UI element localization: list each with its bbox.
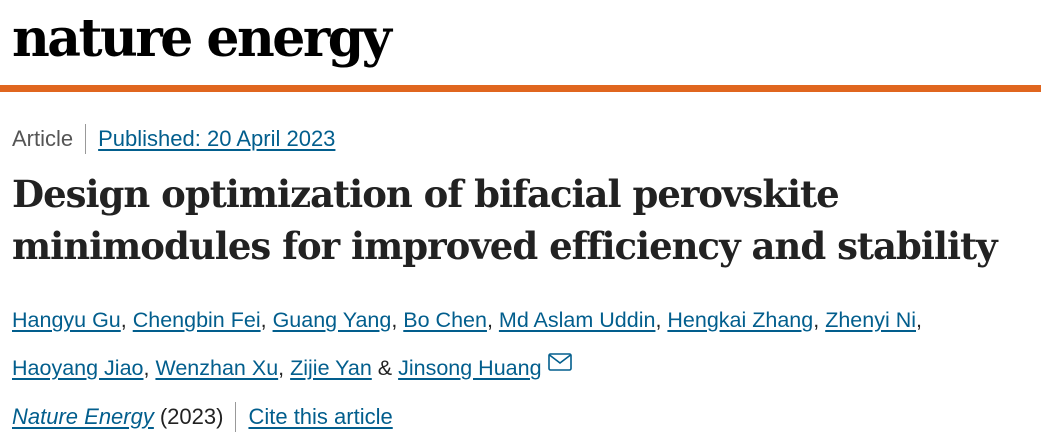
author-separator: , xyxy=(391,308,404,332)
author-row-2: Haoyang Jiao, Wenzhan Xu, Zijie Yan & Ji… xyxy=(12,344,1037,392)
publication-year: (2023) xyxy=(159,404,224,429)
author-link[interactable]: Hangyu Gu xyxy=(12,308,121,332)
article-title: Design optimization of bifacial perovski… xyxy=(12,172,998,268)
author-separator: , xyxy=(143,356,156,380)
author-row-1: Hangyu Gu, Chengbin Fei, Guang Yang, Bo … xyxy=(12,296,1037,344)
author-link[interactable]: Md Aslam Uddin xyxy=(498,308,656,332)
author-separator: , xyxy=(813,308,826,332)
author-link[interactable]: Haoyang Jiao xyxy=(12,356,144,380)
author-separator: , xyxy=(120,308,133,332)
article-type-label: Article xyxy=(12,126,74,151)
site-header: nature energy xyxy=(0,0,1041,85)
author-separator: , xyxy=(278,356,291,380)
cite-article-link[interactable]: Cite this article xyxy=(248,404,393,429)
author-list: Hangyu Gu, Chengbin Fei, Guang Yang, Bo … xyxy=(12,296,1037,392)
journal-citation: Nature Energy (2023) Cite this article xyxy=(12,402,393,432)
journal-name-link[interactable]: Nature Energy xyxy=(12,404,154,429)
author-link[interactable]: Zhenyi Ni xyxy=(825,308,916,332)
author-link[interactable]: Wenzhan Xu xyxy=(155,356,279,380)
author-link[interactable]: Guang Yang xyxy=(272,308,392,332)
author-link[interactable]: Hengkai Zhang xyxy=(667,308,814,332)
corresponding-author-link[interactable]: Jinsong Huang xyxy=(398,356,542,380)
author-separator: , xyxy=(260,308,273,332)
published-date-link[interactable]: Published: 20 April 2023 xyxy=(98,126,336,151)
meta-divider xyxy=(85,124,87,154)
mail-icon[interactable] xyxy=(547,353,572,372)
citation-divider xyxy=(235,402,237,432)
journal-logo[interactable]: nature energy xyxy=(12,8,392,69)
author-conjunction: & xyxy=(377,356,393,380)
article-meta: Article Published: 20 April 2023 xyxy=(12,124,335,154)
author-link[interactable]: Zijie Yan xyxy=(290,356,372,380)
header-accent-bar xyxy=(0,85,1041,92)
author-separator: , xyxy=(655,308,668,332)
author-link[interactable]: Bo Chen xyxy=(403,308,487,332)
author-link[interactable]: Chengbin Fei xyxy=(132,308,261,332)
author-separator: , xyxy=(916,308,922,332)
author-separator: , xyxy=(486,308,499,332)
